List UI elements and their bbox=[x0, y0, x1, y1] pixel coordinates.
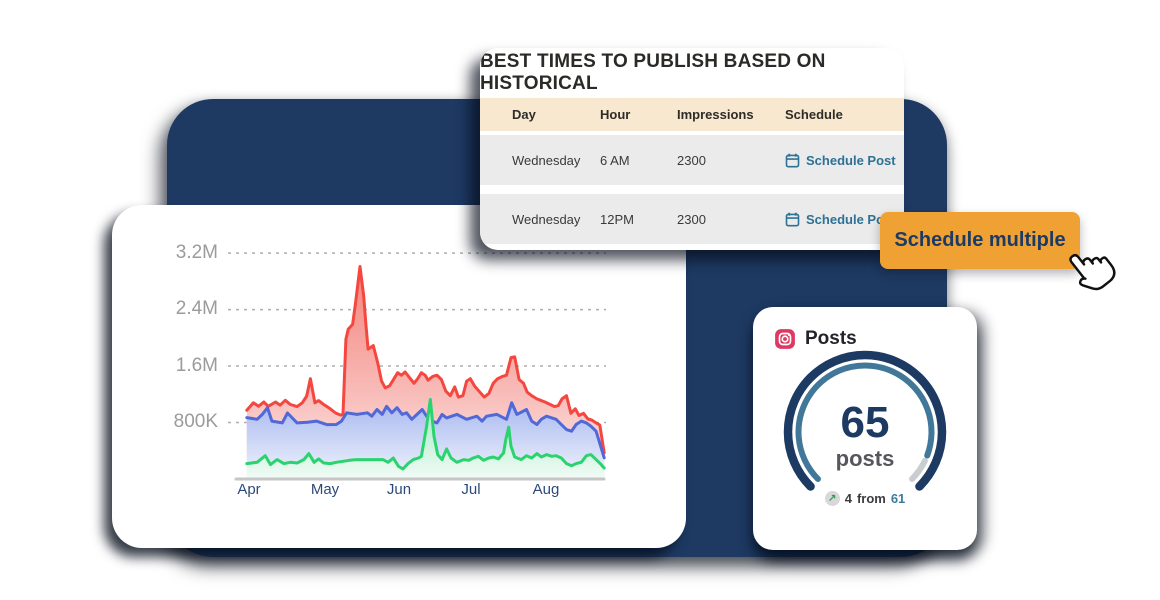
column-header-day: Day bbox=[512, 107, 536, 122]
hour-cell: 6 AM bbox=[600, 152, 630, 168]
posts-card-title: Posts bbox=[805, 328, 857, 349]
posts-count-unit: posts bbox=[835, 446, 895, 471]
impressions-cell: 2300 bbox=[677, 152, 706, 168]
best-times-card: BEST TIMES TO PUBLISH BASED ON HISTORICA… bbox=[480, 48, 904, 250]
x-tick-label: May bbox=[310, 481, 340, 498]
y-tick-label: 1.6M bbox=[175, 355, 218, 376]
posts-gauge bbox=[783, 350, 947, 491]
x-tick-label: Aug bbox=[532, 481, 560, 498]
impressions-cell: 2300 bbox=[677, 211, 706, 227]
instagram-icon bbox=[775, 329, 795, 349]
table-row: Wednesday 12PM 2300 Schedule Post bbox=[480, 194, 904, 244]
delta-word: from bbox=[856, 491, 886, 506]
posts-delta-row: ↗ 4 from 61 bbox=[753, 491, 977, 506]
x-tick-label: Jun bbox=[386, 481, 412, 498]
y-tick-label: 3.2M bbox=[175, 242, 218, 263]
day-cell: Wednesday bbox=[512, 152, 581, 168]
posts-card-header: Posts bbox=[774, 328, 857, 350]
x-tick-label: Apr bbox=[237, 481, 261, 498]
table-row: Wednesday 6 AM 2300 Schedule Post bbox=[480, 135, 904, 185]
cursor-hand-icon bbox=[1069, 253, 1116, 291]
analytics-chart-card: 3.2M 2.4M 1.6M 800K Apr May Jun Jul Aug bbox=[112, 205, 686, 548]
schedule-post-label: Schedule Post bbox=[806, 211, 896, 227]
column-header-hour: Hour bbox=[600, 107, 631, 122]
x-tick-label: Jul bbox=[461, 481, 481, 498]
schedule-post-link[interactable]: Schedule Post bbox=[785, 194, 896, 244]
y-tick-label: 2.4M bbox=[175, 298, 218, 319]
schedule-post-label: Schedule Post bbox=[806, 152, 896, 168]
posts-count-value: 65 bbox=[840, 398, 890, 447]
schedule-multiple-label: Schedule multiple bbox=[894, 229, 1066, 251]
schedule-multiple-button[interactable]: Schedule multiple bbox=[880, 212, 1080, 269]
column-header-schedule: Schedule bbox=[785, 107, 843, 122]
chart-series bbox=[245, 265, 606, 479]
column-header-impressions: Impressions bbox=[677, 107, 754, 122]
calendar-icon bbox=[785, 153, 800, 167]
schedule-post-link[interactable]: Schedule Post bbox=[785, 135, 896, 185]
hour-cell: 12PM bbox=[600, 211, 634, 227]
best-times-title: BEST TIMES TO PUBLISH BASED ON HISTORICA… bbox=[480, 51, 826, 94]
previous-value: 61 bbox=[890, 491, 906, 506]
y-tick-label: 800K bbox=[173, 411, 218, 432]
day-cell: Wednesday bbox=[512, 211, 581, 227]
delta-value: 4 bbox=[844, 491, 852, 506]
posts-gauge-card: Posts 65 posts ↗ 4 from 61 bbox=[753, 307, 977, 550]
calendar-icon bbox=[785, 212, 800, 226]
trend-up-arrow-icon: ↗ bbox=[824, 491, 840, 506]
impressions-area-chart bbox=[228, 252, 606, 481]
table-header-row: Day Hour Impressions Schedule bbox=[480, 98, 904, 131]
